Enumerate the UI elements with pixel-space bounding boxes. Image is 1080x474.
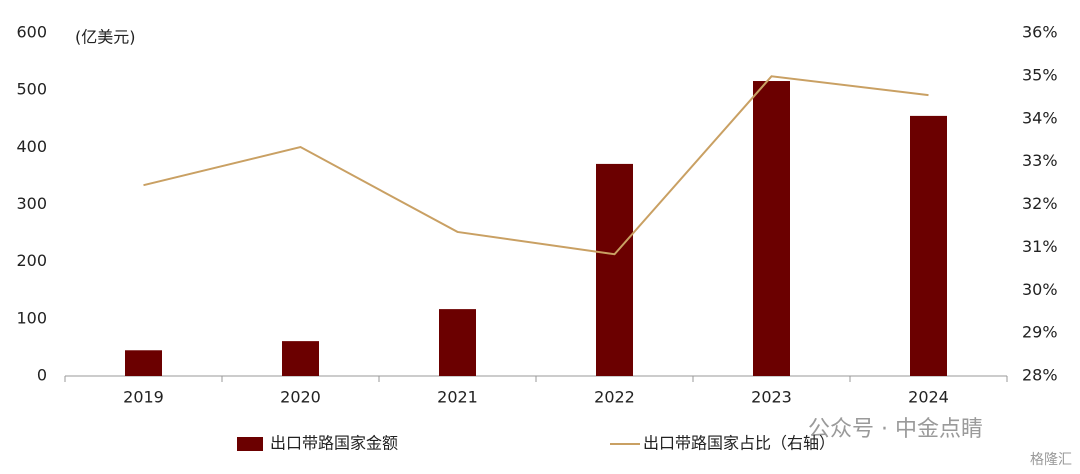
y-tick-label: 100 (16, 308, 47, 327)
legend-label: 出口带路国家金额 (270, 434, 398, 453)
y2-tick-label: 28% (1022, 366, 1058, 385)
bar (910, 115, 947, 377)
y2-tick-label: 33% (1022, 151, 1058, 170)
logo: 格隆汇 (1030, 452, 1072, 468)
x-tick-label: 2023 (751, 388, 792, 407)
y2-tick-label: 31% (1022, 237, 1058, 256)
bar (439, 309, 476, 376)
bar (125, 350, 162, 376)
watermark: 公众号 · 中金点睛 (808, 417, 983, 442)
y2-tick-label: 35% (1022, 65, 1058, 84)
x-tick-label: 2019 (123, 388, 164, 407)
y2-tick-label: 29% (1022, 323, 1058, 342)
y-tick-label: 500 (16, 80, 47, 99)
y2-tick-label: 30% (1022, 280, 1058, 299)
legend-label: 出口带路国家占比（右轴） (643, 434, 835, 453)
y2-tick-label: 34% (1022, 108, 1058, 127)
y-tick-label: 300 (16, 194, 47, 213)
bar (753, 81, 790, 377)
x-tick-label: 2024 (908, 388, 949, 407)
legend-swatch (237, 437, 263, 451)
bar (596, 163, 633, 376)
y-tick-label: 600 (16, 23, 47, 42)
x-tick-label: 2020 (280, 388, 321, 407)
y-tick-label: 0 (37, 366, 47, 385)
y-tick-label: 200 (16, 251, 47, 270)
x-tick-label: 2022 (594, 388, 635, 407)
y2-tick-label: 36% (1022, 23, 1058, 42)
unit-label: (亿美元) (75, 28, 136, 47)
y-tick-label: 400 (16, 137, 47, 156)
y2-tick-label: 32% (1022, 194, 1058, 213)
line (143, 75, 929, 256)
bar (282, 341, 319, 376)
x-tick-label: 2021 (437, 388, 478, 407)
